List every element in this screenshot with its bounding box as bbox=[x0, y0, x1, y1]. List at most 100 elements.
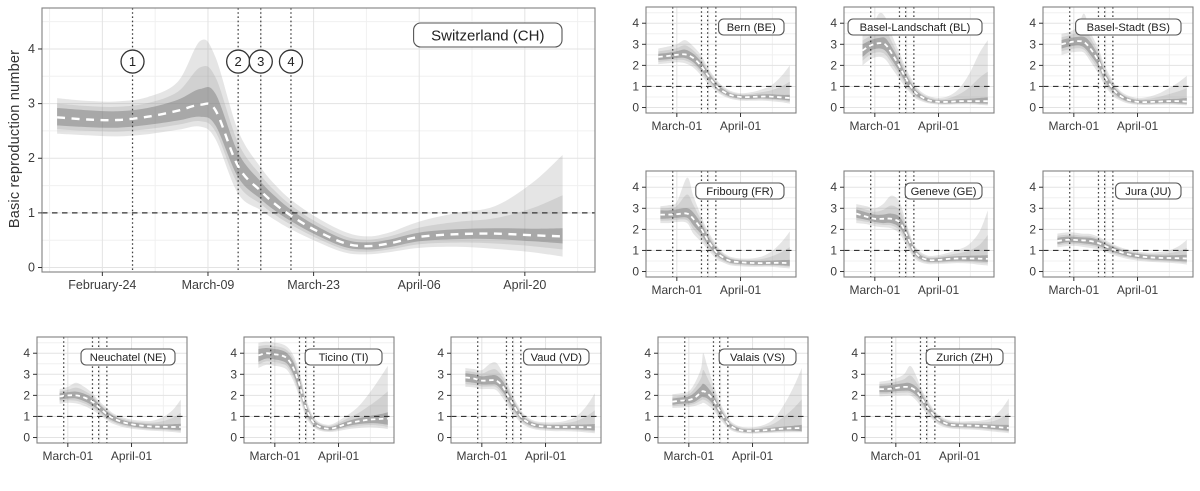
credible-band-mid bbox=[465, 369, 595, 432]
median-line bbox=[879, 385, 1009, 429]
median-line bbox=[59, 394, 181, 428]
y-tick-label: 4 bbox=[230, 346, 237, 360]
y-tick-label: 4 bbox=[28, 42, 35, 56]
y-tick-label: 2 bbox=[830, 222, 837, 236]
credible-band-mid bbox=[658, 45, 790, 102]
median-line bbox=[672, 390, 802, 432]
credible-band-mid bbox=[660, 194, 790, 267]
y-tick-label: 0 bbox=[851, 431, 858, 445]
y-tick-label: 2 bbox=[437, 388, 444, 402]
credible-band-outer bbox=[465, 362, 595, 434]
panel-label: Basel-Stadt (BS) bbox=[1087, 22, 1171, 34]
y-tick-label: 0 bbox=[23, 431, 30, 445]
x-tick-label: March-01 bbox=[849, 119, 900, 133]
y-tick-label: 0 bbox=[1029, 101, 1036, 115]
x-tick-label: February-24 bbox=[68, 278, 136, 292]
y-tick-label: 1 bbox=[1029, 243, 1036, 257]
intervention-marker-label: 4 bbox=[287, 54, 294, 69]
y-tick-label: 3 bbox=[632, 201, 639, 215]
credible-band-mid bbox=[672, 370, 802, 433]
y-tick-label: 3 bbox=[830, 37, 837, 51]
credible-band-outer bbox=[879, 365, 1009, 434]
credible-band-mid bbox=[258, 345, 388, 432]
y-tick-label: 4 bbox=[632, 16, 639, 30]
panel-label: Basel-Landschaft (BL) bbox=[860, 22, 971, 34]
y-tick-label: 2 bbox=[28, 151, 35, 165]
credible-band-mid bbox=[862, 26, 988, 105]
y-tick-label: 1 bbox=[632, 79, 639, 93]
y-tick-label: 0 bbox=[28, 261, 35, 275]
chart-JU: 0 1 2 3 4 March-01 April-01 Jura (JU) bbox=[1029, 170, 1194, 297]
x-tick-label: April-01 bbox=[939, 449, 981, 463]
credible-band-mid bbox=[59, 387, 181, 432]
x-tick-label: March-09 bbox=[182, 278, 235, 292]
credible-band-inner bbox=[1061, 36, 1187, 104]
panel-label-box bbox=[1075, 18, 1182, 36]
chart-BS: 0 1 2 3 4 March-01 April-01 Basel-Stadt (BS) bbox=[1029, 6, 1194, 133]
credible-band-mid bbox=[879, 375, 1009, 432]
panel-border bbox=[41, 7, 596, 273]
chart-BE: 0 1 2 3 4 March-01 April-01 Bern (BE) bbox=[632, 6, 797, 133]
y-tick-label: 3 bbox=[23, 367, 30, 381]
panel-label: Jura (JU) bbox=[1125, 186, 1171, 198]
median-line bbox=[856, 212, 988, 262]
y-tick-label: 2 bbox=[632, 58, 639, 72]
credible-band-mid bbox=[1061, 26, 1187, 105]
median-line bbox=[1057, 238, 1187, 260]
credible-band-outer bbox=[59, 382, 181, 433]
median-line bbox=[57, 102, 563, 248]
x-tick-label: April-01 bbox=[111, 449, 153, 463]
median-line bbox=[465, 376, 595, 429]
y-tick-label: 3 bbox=[632, 37, 639, 51]
x-tick-label: April-01 bbox=[1117, 283, 1159, 297]
chart-VS: 0 1 2 3 4 March-01 April-01 Valais (VS) bbox=[644, 336, 809, 463]
y-tick-label: 3 bbox=[830, 201, 837, 215]
x-tick-label: April-06 bbox=[398, 278, 441, 292]
y-tick-label: 2 bbox=[632, 222, 639, 236]
intervention-marker-circle bbox=[278, 49, 304, 74]
y-tick-label: 4 bbox=[437, 346, 444, 360]
y-tick-label: 4 bbox=[23, 346, 30, 360]
panel-label-box bbox=[695, 182, 785, 200]
y-tick-label: 1 bbox=[830, 79, 837, 93]
panel-label-box bbox=[1115, 182, 1182, 200]
panel-label: Geneve (GE) bbox=[911, 186, 977, 198]
y-tick-label: 0 bbox=[644, 431, 651, 445]
credible-band-outer bbox=[1061, 13, 1187, 106]
chart-FR: 0 1 2 3 4 March-01 April-01 Fribourg (FR) bbox=[632, 170, 797, 297]
y-tick-label: 3 bbox=[1029, 37, 1036, 51]
chart-TI: 0 1 2 3 4 March-01 April-01 Ticino (TI) bbox=[230, 336, 395, 463]
x-tick-label: March-01 bbox=[663, 449, 714, 463]
x-tick-label: April-01 bbox=[318, 449, 360, 463]
x-tick-label: April-01 bbox=[1117, 119, 1159, 133]
panel-border bbox=[1042, 170, 1194, 278]
x-tick-label: April-01 bbox=[732, 449, 774, 463]
y-tick-label: 2 bbox=[1029, 222, 1036, 236]
panel-label-box bbox=[718, 348, 797, 366]
credible-band-inner bbox=[258, 348, 388, 431]
panel-label: Valais (VS) bbox=[730, 352, 785, 364]
chart-BL: 0 1 2 3 4 March-01 April-01 Basel-Landschaft (B… bbox=[830, 6, 995, 133]
intervention-marker-label: 2 bbox=[235, 54, 242, 69]
median-line bbox=[660, 212, 790, 265]
credible-band-outer bbox=[856, 195, 988, 266]
y-tick-label: 3 bbox=[437, 367, 444, 381]
y-tick-label: 1 bbox=[23, 409, 30, 423]
panel-border bbox=[864, 336, 1016, 444]
credible-band-outer bbox=[660, 177, 790, 269]
y-tick-label: 0 bbox=[230, 431, 237, 445]
chart-NE: 0 1 2 3 4 March-01 April-01 Neuchatel (NE) bbox=[23, 336, 188, 463]
panel-border bbox=[36, 336, 188, 444]
median-line bbox=[862, 42, 988, 103]
panel-border bbox=[843, 170, 995, 278]
credible-band-inner bbox=[59, 391, 181, 431]
y-tick-label: 1 bbox=[1029, 79, 1036, 93]
x-tick-label: March-01 bbox=[651, 283, 702, 297]
panel-label-box bbox=[304, 348, 383, 366]
credible-band-inner bbox=[465, 373, 595, 431]
panel-label-box bbox=[904, 182, 983, 200]
credible-band-inner bbox=[1057, 236, 1187, 262]
x-tick-label: April-01 bbox=[525, 449, 567, 463]
x-tick-label: March-01 bbox=[870, 449, 921, 463]
